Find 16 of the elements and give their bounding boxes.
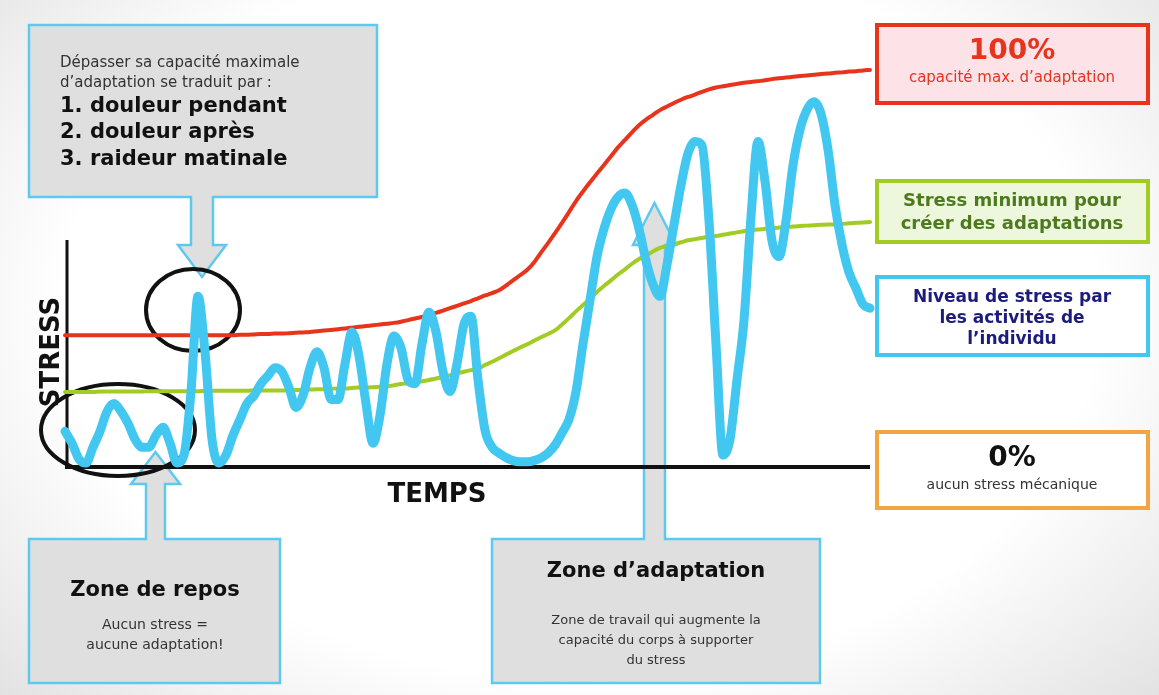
series-label: Stress minimum pour créer des adaptations xyxy=(900,188,1124,234)
y-axis-title: STRESS xyxy=(35,296,65,408)
text: Zone de repos xyxy=(70,576,240,602)
text: Niveau de stress par les activités de l’individu xyxy=(912,286,1112,349)
text: capacité max. d’adaptation xyxy=(908,67,1116,87)
x-axis-title: TEMPS xyxy=(387,477,487,509)
annotation: 2. douleur après xyxy=(60,118,255,144)
annotation: 3. raideur matinale xyxy=(60,145,288,171)
annotation: Dépasser sa capacité maximale d’adaptation se traduit par : xyxy=(60,52,300,92)
text: Zone de travail qui augmente la capacité du corps à supporter du stress xyxy=(551,611,761,669)
text: 0% xyxy=(988,440,1036,474)
text: Aucun stress = aucune adaptation! xyxy=(86,615,224,654)
text: aucun stress mécanique xyxy=(926,475,1098,494)
text: 100% xyxy=(968,33,1056,67)
annotation: 1. douleur pendant xyxy=(60,92,287,118)
text: Zone d’adaptation xyxy=(546,557,766,583)
